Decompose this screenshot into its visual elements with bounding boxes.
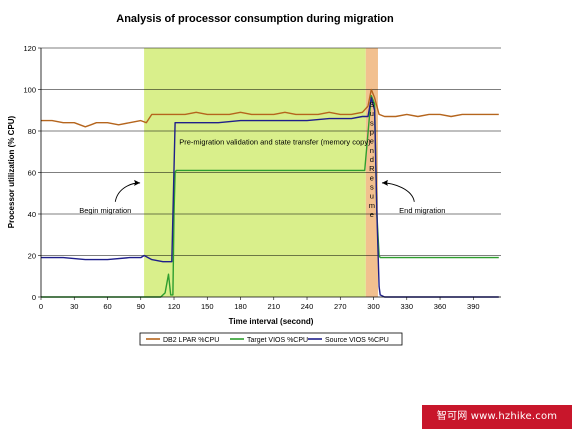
x-tick-label-360: 360 <box>434 302 447 311</box>
region-label-suspend-resume-char: s <box>370 183 374 192</box>
region-label-suspend-resume-char: e <box>370 173 374 182</box>
y-tick-label-40: 40 <box>28 210 36 219</box>
x-tick-label-270: 270 <box>334 302 347 311</box>
region-label-pre-migration: Pre-migration validation and state trans… <box>179 137 371 146</box>
arrowhead-begin-migration <box>134 179 141 186</box>
region-label-suspend-resume-char: e <box>370 210 374 219</box>
y-axis-label: Processor utilization (% CPU) <box>7 115 16 228</box>
series-line-3 <box>41 97 499 298</box>
region-label-suspend-resume-char: m <box>369 201 375 210</box>
legend-label-1: DB2 LPAR %CPU <box>163 337 219 344</box>
x-tick-label-0: 0 <box>39 302 43 311</box>
x-tick-label-60: 60 <box>103 302 111 311</box>
x-tick-label-210: 210 <box>268 302 281 311</box>
x-tick-label-300: 300 <box>367 302 380 311</box>
region-label-suspend-resume-char: d <box>370 155 374 164</box>
legend-label-2: Target VIOS %CPU <box>247 337 308 344</box>
region-label-suspend-resume-char: R <box>369 164 375 173</box>
annotations: Pre-migration validation and state trans… <box>79 100 445 219</box>
chart-title: Analysis of processor consumption during… <box>116 13 394 25</box>
watermark-logo: 智可网 www.hzhike.com <box>422 405 572 429</box>
y-tick-label-20: 20 <box>28 252 36 261</box>
x-tick-labels: 0 30 60 90 120 150 180 210 240 270 300 330 360 390 <box>39 297 480 311</box>
x-tick-label-180: 180 <box>234 302 247 311</box>
legend-box <box>139 332 403 346</box>
y-tick-label-0: 0 <box>32 293 36 302</box>
series-line-1 <box>41 88 499 128</box>
x-tick-label-120: 120 <box>168 302 181 311</box>
y-tick-label-80: 80 <box>28 127 36 136</box>
region-label-suspend-resume-char: n <box>370 146 374 155</box>
region-label-suspend-resume-char: e <box>370 137 374 146</box>
y-tick-labels: 0 20 40 60 80 100 120 <box>23 44 41 302</box>
y-tick-label-60: 60 <box>28 169 36 178</box>
annotation-end-migration: End migration <box>399 206 445 215</box>
y-tick-label-100: 100 <box>23 86 36 95</box>
x-tick-label-150: 150 <box>201 302 214 311</box>
arrowhead-end-migration <box>381 179 388 186</box>
x-tick-label-90: 90 <box>137 302 145 311</box>
gridlines <box>41 47 501 256</box>
region-label-suspend-resume-char: p <box>370 128 374 137</box>
annotation-begin-migration: Begin migration <box>79 206 131 215</box>
region-label-suspend-resume-char: S <box>369 100 374 109</box>
x-axis-label: Time interval (second) <box>229 317 314 326</box>
region-label-suspend-resume-char: u <box>370 109 374 118</box>
legend-label-3: Source VIOS %CPU <box>325 337 389 344</box>
region-label-suspend-resume-char: s <box>370 118 374 127</box>
y-tick-label-120: 120 <box>23 44 36 53</box>
legend: DB2 LPAR %CPU Target VIOS %CPU Source VIOS… <box>139 332 403 346</box>
region-label-suspend-resume-char: u <box>370 192 374 201</box>
x-tick-label-390: 390 <box>467 302 480 311</box>
x-tick-label-240: 240 <box>301 302 314 311</box>
x-tick-label-30: 30 <box>70 302 78 311</box>
x-tick-label-330: 330 <box>401 302 414 311</box>
